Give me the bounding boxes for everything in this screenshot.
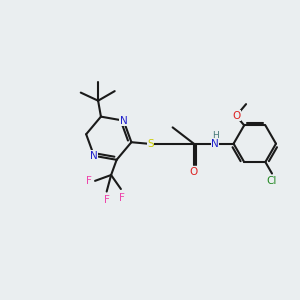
Text: H: H: [212, 131, 218, 140]
Text: O: O: [190, 167, 198, 177]
Text: O: O: [232, 111, 240, 121]
Text: N: N: [211, 139, 219, 149]
Text: N: N: [120, 116, 128, 126]
Text: F: F: [86, 176, 92, 186]
Text: F: F: [104, 195, 110, 205]
Text: F: F: [119, 193, 125, 202]
Text: N: N: [90, 151, 98, 161]
Text: Cl: Cl: [267, 176, 277, 186]
Text: S: S: [147, 139, 154, 149]
